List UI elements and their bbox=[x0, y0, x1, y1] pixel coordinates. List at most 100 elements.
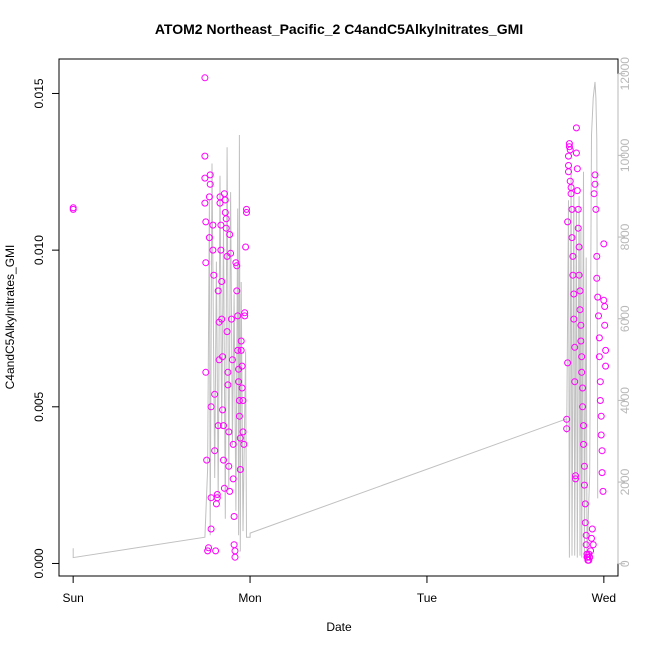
data-point bbox=[201, 152, 209, 160]
data-point bbox=[236, 434, 244, 442]
data-point bbox=[592, 205, 600, 213]
data-point bbox=[229, 475, 237, 483]
data-point bbox=[219, 353, 227, 361]
data-point bbox=[212, 547, 220, 555]
data-point bbox=[235, 378, 243, 386]
data-point bbox=[209, 221, 217, 229]
data-point bbox=[232, 259, 240, 267]
series-line bbox=[72, 81, 599, 559]
y-tick-label: 0.015 bbox=[32, 78, 46, 108]
data-point bbox=[231, 553, 239, 561]
data-point bbox=[201, 199, 209, 207]
data-point bbox=[233, 287, 241, 295]
data-point bbox=[241, 312, 249, 320]
y-tick-label: 0.005 bbox=[32, 391, 46, 421]
data-point bbox=[205, 193, 213, 201]
data-point bbox=[563, 415, 571, 423]
y-tick-label: 0.000 bbox=[32, 548, 46, 578]
data-point bbox=[231, 547, 239, 555]
data-point bbox=[582, 531, 590, 539]
data-point bbox=[206, 180, 214, 188]
data-point bbox=[203, 456, 211, 464]
data-point bbox=[578, 353, 586, 361]
data-point bbox=[597, 431, 605, 439]
data-point bbox=[207, 494, 215, 502]
data-point bbox=[593, 274, 601, 282]
data-point bbox=[568, 234, 576, 242]
data-point bbox=[588, 525, 596, 533]
x-axis-label: Date bbox=[326, 620, 352, 634]
data-point bbox=[205, 544, 212, 552]
x-tick-label: Tue bbox=[417, 591, 438, 605]
data-point bbox=[234, 346, 242, 354]
data-point bbox=[565, 143, 573, 151]
data-point bbox=[587, 547, 595, 555]
data-point bbox=[579, 384, 587, 392]
data-point bbox=[230, 513, 238, 520]
data-point bbox=[220, 484, 228, 492]
data-point bbox=[236, 466, 244, 473]
data-point bbox=[598, 469, 606, 477]
data-point bbox=[214, 287, 222, 295]
data-point bbox=[220, 422, 227, 430]
plot-frame bbox=[58, 58, 619, 577]
right-y-tick-label: 6000 bbox=[618, 305, 632, 332]
data-point bbox=[226, 231, 234, 238]
x-tick-label: Wed bbox=[592, 591, 616, 605]
right-y-tick-label: 12000 bbox=[618, 57, 632, 91]
data-point bbox=[601, 321, 609, 329]
data-point bbox=[221, 196, 229, 204]
data-point bbox=[229, 440, 237, 448]
data-point bbox=[572, 149, 580, 157]
data-point bbox=[580, 422, 587, 430]
data-point bbox=[574, 224, 582, 232]
data-point bbox=[573, 187, 581, 195]
data-point bbox=[596, 378, 604, 386]
data-point bbox=[596, 397, 604, 404]
data-point bbox=[582, 541, 590, 549]
data-point bbox=[590, 190, 598, 198]
data-point bbox=[69, 205, 77, 213]
data-point bbox=[576, 306, 584, 314]
data-point bbox=[240, 440, 248, 448]
data-point bbox=[228, 315, 235, 323]
data-point bbox=[207, 403, 215, 411]
data-point bbox=[575, 271, 583, 279]
data-point bbox=[589, 541, 597, 549]
data-point bbox=[212, 500, 220, 508]
x-tick-label: Mon bbox=[238, 591, 261, 605]
right-y-tick-label: 0 bbox=[618, 560, 632, 567]
data-point bbox=[593, 252, 601, 260]
right-y-tick-label: 4000 bbox=[618, 387, 632, 414]
data-point bbox=[564, 359, 572, 367]
data-point bbox=[602, 346, 610, 354]
data-point bbox=[579, 403, 587, 411]
data-point bbox=[577, 337, 585, 345]
data-point bbox=[571, 378, 579, 386]
data-point bbox=[205, 234, 213, 242]
data-point bbox=[224, 381, 232, 389]
data-point bbox=[570, 290, 578, 298]
data-point bbox=[211, 447, 219, 455]
data-point bbox=[207, 525, 215, 533]
data-point bbox=[595, 334, 603, 342]
data-point bbox=[581, 500, 589, 508]
data-point bbox=[565, 162, 572, 169]
data-point bbox=[566, 177, 574, 185]
data-point bbox=[241, 309, 249, 317]
data-point bbox=[224, 368, 232, 376]
data-point bbox=[228, 356, 236, 364]
data-point bbox=[235, 412, 243, 420]
data-point bbox=[219, 406, 227, 414]
chart-title: ATOM2 Northeast_Pacific_2 C4andC5Alkylni… bbox=[155, 21, 523, 37]
data-point bbox=[595, 312, 602, 320]
y-axis: 0.000 0.005 0.010 0.015 bbox=[32, 78, 60, 578]
data-point bbox=[238, 362, 246, 370]
data-point bbox=[239, 397, 247, 404]
point-series-layer bbox=[69, 74, 610, 564]
data-point bbox=[570, 315, 578, 323]
data-point bbox=[206, 171, 214, 179]
data-point bbox=[580, 440, 587, 448]
data-point bbox=[233, 262, 241, 270]
y-tick-label: 0.010 bbox=[32, 235, 46, 265]
